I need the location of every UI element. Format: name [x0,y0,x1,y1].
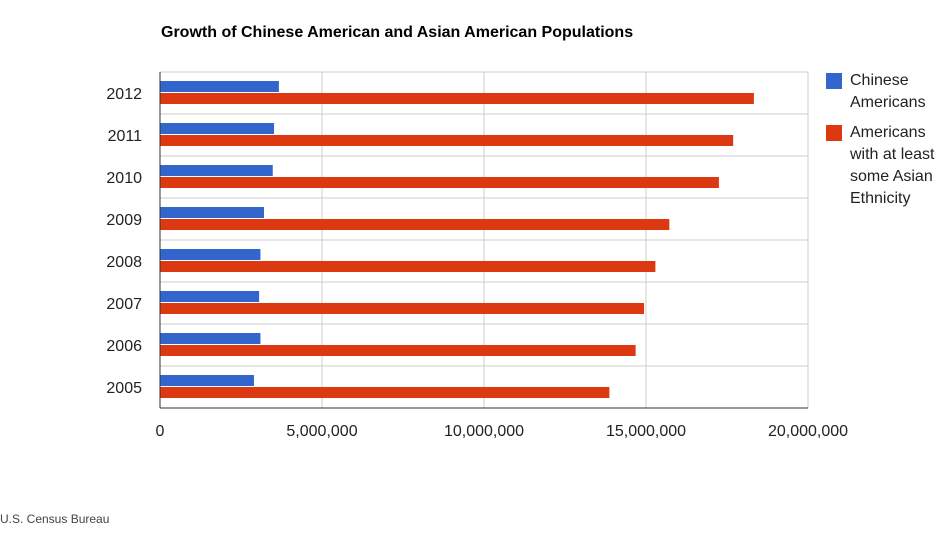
y-tick-label: 2012 [106,86,142,103]
legend-label: Chinese Americans [850,72,926,111]
y-tick-label: 2008 [106,254,142,271]
x-tick-label: 10,000,000 [444,423,524,440]
bar-chinese-2010 [160,165,273,176]
y-tick-label: 2010 [106,170,142,187]
bar-chinese-2008 [160,249,261,260]
x-tick-label: 5,000,000 [286,423,357,440]
bar-chinese-2005 [160,375,254,386]
bar-chinese-2011 [160,123,275,134]
x-tick-label: 0 [156,423,165,440]
bar-asian-2012 [160,93,754,104]
legend-label: Americans with at least some Asian Ethni… [850,124,935,207]
source-note: U.S. Census Bureau [0,512,110,526]
chart-title: Growth of Chinese American and Asian Ame… [161,24,634,41]
y-tick-label: 2006 [106,338,142,355]
bar-asian-2008 [160,261,656,272]
y-tick-label: 2011 [108,128,143,145]
bar-asian-2006 [160,345,636,356]
bar-asian-2010 [160,177,719,188]
bar-chinese-2006 [160,333,261,344]
bar-asian-2007 [160,303,645,314]
legend-swatch [826,73,842,89]
x-tick-label: 15,000,000 [606,423,686,440]
bar-chinese-2009 [160,207,265,218]
bar-asian-2005 [160,387,610,398]
y-tick-label: 2005 [106,380,142,397]
bar-chinese-2007 [160,291,260,302]
y-tick-label: 2009 [106,212,142,229]
bar-asian-2009 [160,219,670,230]
legend-swatch [826,125,842,141]
bar-chinese-2012 [160,81,279,92]
y-tick-label: 2007 [106,296,142,313]
x-tick-label: 20,000,000 [768,423,848,440]
bar-asian-2011 [160,135,734,146]
